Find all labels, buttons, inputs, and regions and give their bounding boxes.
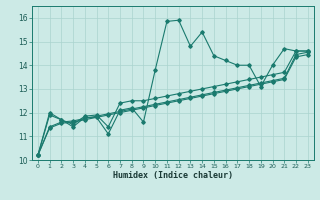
X-axis label: Humidex (Indice chaleur): Humidex (Indice chaleur) bbox=[113, 171, 233, 180]
